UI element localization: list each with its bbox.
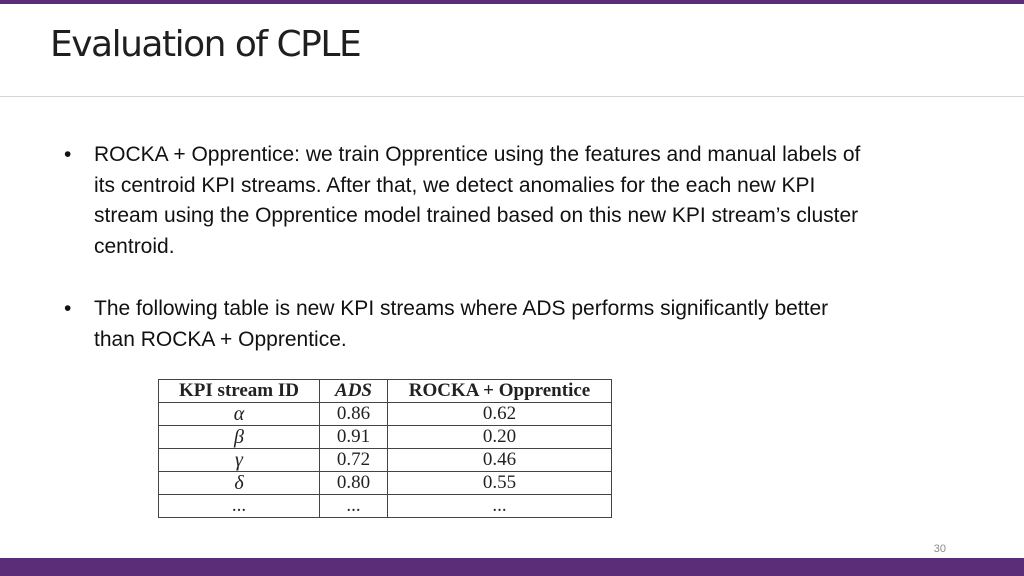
cell-kpi-id: ... <box>158 494 320 518</box>
cell-ads: 0.86 <box>319 402 388 426</box>
slide-title: Evaluation of CPLE <box>50 24 362 65</box>
slide-content: • ROCKA + Opprentice: we train Opprentic… <box>64 140 864 355</box>
kpi-table-container: KPI stream ID ADS ROCKA + Opprentice α 0… <box>158 379 612 518</box>
bottom-accent-bar <box>0 558 1024 576</box>
cell-rocka: ... <box>387 494 612 518</box>
bullet-item: • ROCKA + Opprentice: we train Opprentic… <box>64 140 864 262</box>
table-row: β 0.91 0.20 <box>158 425 612 449</box>
cell-rocka: 0.20 <box>387 425 612 449</box>
table-row: ... ... ... <box>158 494 612 518</box>
bullet-text: The following table is new KPI streams w… <box>94 297 829 351</box>
cell-rocka: 0.55 <box>387 471 612 495</box>
title-area: Evaluation of CPLE <box>0 4 1024 97</box>
header-rocka-opprentice: ROCKA + Opprentice <box>387 379 612 403</box>
cell-ads: ... <box>319 494 388 518</box>
kpi-table: KPI stream ID ADS ROCKA + Opprentice α 0… <box>158 379 612 518</box>
cell-kpi-id: δ <box>158 471 320 495</box>
bullet-text: ROCKA + Opprentice: we train Opprentice … <box>94 143 861 258</box>
page-number: 30 <box>933 543 946 555</box>
table-row: δ 0.80 0.55 <box>158 471 612 495</box>
cell-kpi-id: γ <box>158 448 320 472</box>
cell-ads: 0.72 <box>319 448 388 472</box>
cell-ads: 0.80 <box>319 471 388 495</box>
cell-kpi-id: β <box>158 425 320 449</box>
header-kpi-stream-id: KPI stream ID <box>158 379 320 403</box>
bullet-marker: • <box>64 297 72 320</box>
table-row: γ 0.72 0.46 <box>158 448 612 472</box>
table-row: α 0.86 0.62 <box>158 402 612 426</box>
cell-rocka: 0.46 <box>387 448 612 472</box>
cell-rocka: 0.62 <box>387 402 612 426</box>
table-header-row: KPI stream ID ADS ROCKA + Opprentice <box>158 379 612 403</box>
cell-kpi-id: α <box>158 402 320 426</box>
top-accent-bar <box>0 0 1024 4</box>
bullet-item: • The following table is new KPI streams… <box>64 294 864 355</box>
bullet-marker: • <box>64 143 72 166</box>
cell-ads: 0.91 <box>319 425 388 449</box>
header-ads: ADS <box>319 379 388 403</box>
